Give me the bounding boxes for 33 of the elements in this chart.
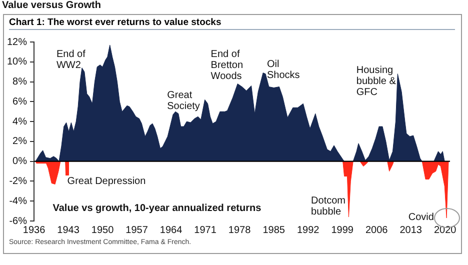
y-tick-label: -4% [9, 196, 28, 207]
x-tick-label: 1936 [22, 224, 46, 236]
y-tick-label: -2% [9, 176, 28, 187]
y-tick-label: 8% [12, 76, 28, 88]
x-tick-label: 1971 [194, 224, 217, 236]
annotation: Housing bubble & GFC [356, 65, 396, 98]
x-tick-label: 1950 [91, 224, 114, 236]
x-tick-label: 1992 [296, 224, 320, 236]
x-tick-label: 2006 [365, 224, 388, 236]
annotation: Great Society [167, 90, 200, 112]
annotation: End of WW2 [56, 48, 86, 71]
y-tick-label: -6% [9, 216, 28, 227]
x-tick-label: 2013 [400, 224, 422, 236]
annotation: Dotcom bubble [311, 196, 346, 218]
x-tick-label: 1978 [228, 224, 252, 236]
x-tick-label: 1985 [262, 224, 286, 236]
annotation: End of Bretton Woods [210, 48, 244, 82]
x-tick-label: 1999 [331, 224, 354, 236]
annotation: Value vs growth, 10-year annualized returns [52, 202, 262, 214]
x-tick-label: 1964 [160, 224, 183, 236]
annotation: Great Depression [67, 176, 146, 187]
x-tick-label: 1957 [126, 224, 148, 236]
annotation: Oil Shocks [266, 58, 300, 81]
chart-title: Value versus Growth [2, 0, 101, 11]
y-tick-label: 6% [12, 96, 28, 108]
y-tick-label: 10% [7, 56, 28, 68]
annotation: Covid [408, 212, 434, 223]
chart-subtitle: Chart 1: The worst ever returns to value stocks [9, 17, 455, 30]
y-tick-label: 0% [12, 156, 28, 168]
x-tick-label: 1943 [57, 224, 80, 236]
y-tick-label: 4% [12, 116, 28, 128]
y-tick-label: 2% [12, 136, 28, 148]
y-tick-label: 12% [7, 36, 28, 48]
